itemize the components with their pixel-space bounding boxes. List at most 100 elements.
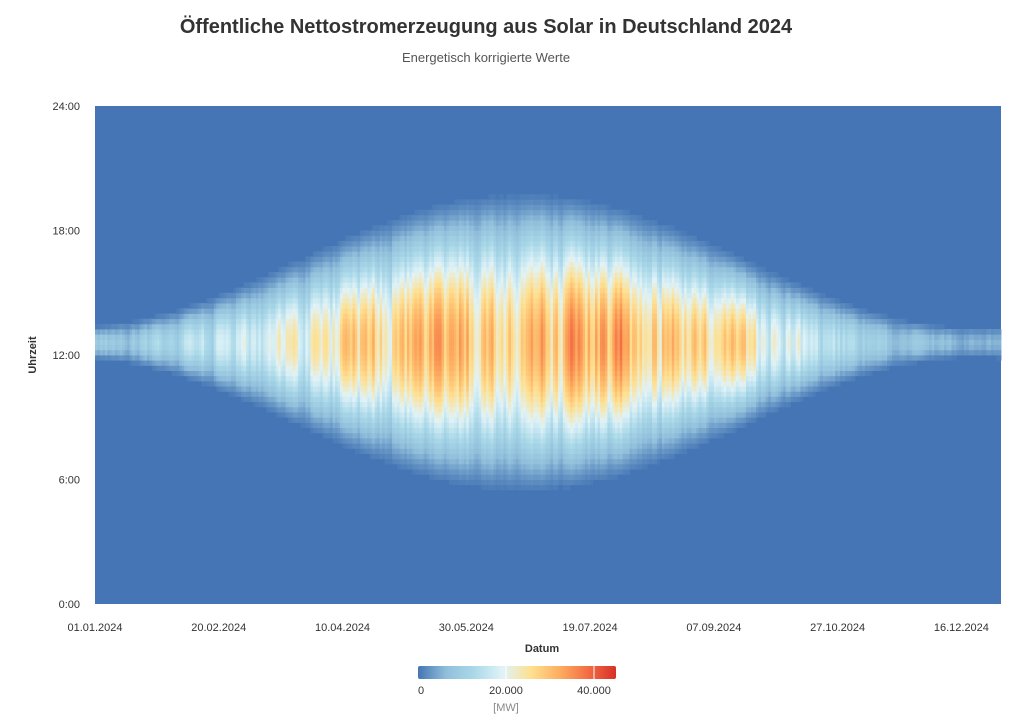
heatmap-cell bbox=[305, 318, 309, 325]
heatmap-cell bbox=[446, 401, 450, 408]
heatmap-cell bbox=[280, 303, 284, 309]
heatmap-cell bbox=[312, 292, 316, 299]
heatmap-cell bbox=[367, 360, 371, 366]
heatmap-cell bbox=[463, 272, 467, 278]
heatmap-cell bbox=[481, 365, 485, 371]
heatmap-cell bbox=[434, 251, 438, 257]
heatmap-cell bbox=[372, 287, 376, 294]
heatmap-cell bbox=[374, 391, 378, 397]
heatmap-cell bbox=[364, 318, 368, 325]
heatmap-cell bbox=[468, 349, 472, 356]
heatmap-cell bbox=[310, 344, 314, 351]
heatmap-cell bbox=[406, 453, 410, 460]
heatmap-cell bbox=[473, 360, 477, 366]
heatmap-cell bbox=[446, 329, 450, 335]
heatmap-cell bbox=[347, 277, 351, 283]
heatmap-day-column bbox=[466, 199, 470, 486]
heatmap-cell bbox=[270, 344, 274, 351]
heatmap-cell bbox=[392, 261, 395, 268]
heatmap-cell bbox=[198, 349, 202, 356]
heatmap-cell bbox=[216, 323, 220, 330]
heatmap-cell bbox=[275, 344, 279, 351]
heatmap-cell bbox=[161, 339, 165, 346]
heatmap-cell bbox=[446, 469, 450, 475]
heatmap-day-column bbox=[211, 297, 215, 387]
heatmap-cell bbox=[211, 360, 215, 366]
heatmap-cell bbox=[213, 303, 217, 309]
heatmap-cell bbox=[406, 240, 410, 247]
heatmap-cell bbox=[243, 318, 247, 325]
heatmap-cell bbox=[431, 401, 435, 408]
heatmap-cell bbox=[466, 370, 470, 377]
heatmap-cell bbox=[406, 355, 410, 361]
heatmap-cell bbox=[416, 303, 420, 309]
heatmap-cell bbox=[404, 339, 408, 346]
heatmap-day-column bbox=[441, 204, 445, 480]
heatmap-cell bbox=[451, 209, 455, 216]
heatmap-cell bbox=[414, 360, 418, 366]
heatmap-cell bbox=[419, 370, 423, 377]
heatmap-cell bbox=[226, 370, 230, 377]
heatmap-cell bbox=[466, 272, 470, 278]
heatmap-cell bbox=[471, 261, 475, 268]
heatmap-cell bbox=[270, 303, 274, 309]
heatmap-cell bbox=[354, 380, 358, 387]
heatmap-cell bbox=[332, 313, 336, 320]
heatmap-cell bbox=[265, 308, 269, 314]
heatmap-cell bbox=[444, 246, 447, 252]
heatmap-cell bbox=[387, 240, 390, 247]
heatmap-cell bbox=[406, 370, 410, 377]
heatmap-cell bbox=[414, 329, 418, 335]
heatmap-cell bbox=[399, 427, 403, 434]
heatmap-cell bbox=[305, 334, 309, 340]
heatmap-cell bbox=[322, 427, 326, 434]
heatmap-cell bbox=[446, 235, 450, 242]
heatmap-cell bbox=[255, 391, 259, 397]
heatmap-cell bbox=[273, 313, 277, 320]
heatmap-cell bbox=[119, 355, 123, 361]
heatmap-cell bbox=[330, 272, 334, 278]
heatmap-cell bbox=[104, 334, 108, 340]
heatmap-cell bbox=[434, 365, 438, 371]
heatmap-cell bbox=[241, 308, 244, 314]
heatmap-cell bbox=[337, 282, 341, 288]
heatmap-cell bbox=[97, 355, 101, 361]
heatmap-day-column bbox=[377, 225, 381, 460]
heatmap-cell bbox=[295, 406, 299, 413]
heatmap-cell bbox=[335, 344, 338, 351]
heatmap-cell bbox=[208, 313, 212, 320]
heatmap-cell bbox=[325, 261, 329, 268]
heatmap-cell bbox=[364, 427, 368, 434]
heatmap-cell bbox=[389, 427, 393, 434]
heatmap-cell bbox=[174, 344, 178, 351]
heatmap-cell bbox=[154, 339, 158, 346]
heatmap-cell bbox=[295, 365, 299, 371]
heatmap-cell bbox=[265, 303, 269, 309]
heatmap-cell bbox=[384, 339, 388, 346]
heatmap-cell bbox=[367, 427, 371, 434]
heatmap-cell bbox=[330, 417, 334, 423]
heatmap-cell bbox=[258, 370, 262, 377]
heatmap-cell bbox=[335, 360, 338, 366]
heatmap-cell bbox=[473, 355, 477, 361]
heatmap-cell bbox=[342, 349, 346, 356]
heatmap-cell bbox=[340, 412, 343, 418]
heatmap-day-column bbox=[124, 323, 128, 361]
heatmap-cell bbox=[305, 297, 309, 304]
heatmap-cell bbox=[414, 266, 418, 273]
heatmap-cell bbox=[411, 334, 415, 340]
heatmap-cell bbox=[456, 240, 460, 247]
heatmap-cell bbox=[315, 365, 319, 371]
heatmap-cell bbox=[397, 406, 400, 413]
heatmap-cell bbox=[434, 287, 438, 294]
heatmap-cell bbox=[189, 323, 192, 330]
heatmap-cell bbox=[156, 344, 160, 351]
heatmap-cell bbox=[142, 318, 145, 325]
heatmap-cell bbox=[124, 349, 128, 356]
heatmap-cell bbox=[137, 355, 140, 361]
heatmap-cell bbox=[436, 214, 440, 221]
heatmap-cell bbox=[364, 417, 368, 423]
heatmap-cell bbox=[379, 443, 383, 449]
heatmap-cell bbox=[434, 323, 438, 330]
heatmap-cell bbox=[426, 453, 430, 460]
